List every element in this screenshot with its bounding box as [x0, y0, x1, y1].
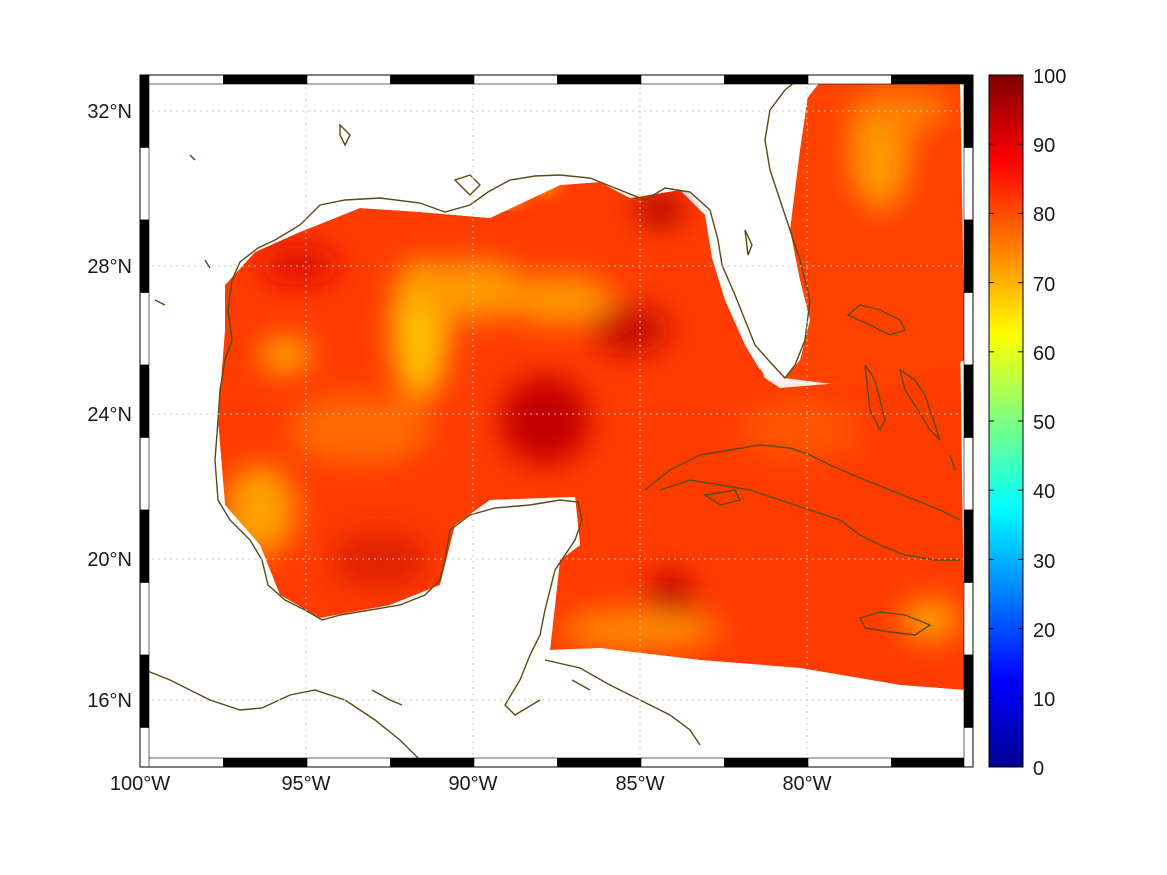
colorbar-label: 50 — [1033, 412, 1055, 434]
frame-segment — [963, 727, 974, 768]
lon-label: 80°W — [782, 773, 831, 795]
colorbar-label: 70 — [1033, 274, 1055, 296]
lon-label: 95°W — [281, 773, 330, 795]
lon-label: 85°W — [615, 773, 664, 795]
frame-segment — [139, 292, 150, 366]
colorbar-label: 0 — [1033, 758, 1044, 780]
frame-segment — [139, 147, 150, 221]
frame-segment — [807, 74, 892, 85]
frame-segment — [640, 74, 725, 85]
map-border — [139, 74, 974, 768]
coastlines — [140, 75, 961, 767]
frame-segment — [557, 757, 642, 768]
frame-segment — [139, 74, 150, 148]
lon-label: 100°W — [110, 773, 170, 795]
frame-segment — [963, 364, 974, 438]
colorbar-label: 30 — [1033, 551, 1055, 573]
colorbar: 100 90 80 70 60 50 40 30 20 10 0 — [988, 66, 1066, 780]
frame-segment — [963, 147, 974, 221]
frame-segment — [306, 74, 391, 85]
colorbar-label: 40 — [1033, 481, 1055, 503]
frame-segment — [139, 509, 150, 583]
frame-segment — [963, 437, 974, 511]
gulf-data-field — [218, 82, 965, 690]
frame-segment — [963, 74, 974, 148]
frame-segment — [390, 757, 475, 768]
frame-segment — [139, 74, 224, 85]
frame-segment — [223, 74, 308, 85]
colorbar-ticks — [989, 74, 1023, 768]
frame-segment — [891, 757, 974, 768]
graticule — [140, 75, 973, 767]
frame-segment — [963, 654, 974, 728]
colorbar-label: 80 — [1033, 204, 1055, 226]
lat-label: 20°N — [87, 549, 132, 571]
frame-segment — [139, 757, 224, 768]
lon-label: 90°W — [448, 773, 497, 795]
lat-label: 28°N — [87, 256, 132, 278]
frame-segment — [139, 364, 150, 438]
colorbar-label: 90 — [1033, 135, 1055, 157]
latitude-labels: 32°N 28°N 24°N 20°N 16°N — [87, 101, 132, 712]
colorbar-label: 10 — [1033, 689, 1055, 711]
frame-segment — [473, 757, 558, 768]
colorbar-label: 20 — [1033, 620, 1055, 642]
lat-label: 16°N — [87, 690, 132, 712]
colorbar-gradient — [988, 74, 1024, 768]
frame-segment — [963, 509, 974, 583]
lat-label: 24°N — [87, 404, 132, 426]
lat-label: 32°N — [87, 101, 132, 123]
frame-segment — [891, 74, 974, 85]
frame-segment — [473, 74, 558, 85]
map-content — [140, 75, 973, 767]
frame-segment — [139, 727, 150, 768]
frame-segment — [390, 74, 475, 85]
frame-segment — [139, 582, 150, 656]
frame-segment — [640, 757, 725, 768]
longitude-labels: 100°W 95°W 90°W 85°W 80°W — [110, 773, 832, 795]
frame-segment — [963, 292, 974, 366]
colorbar-labels: 100 90 80 70 60 50 40 30 20 10 0 — [1033, 66, 1066, 780]
frame-segment — [223, 757, 308, 768]
frame-segment — [724, 757, 809, 768]
frame-segment — [724, 74, 809, 85]
frame-segment — [139, 437, 150, 511]
frame-segment — [139, 219, 150, 293]
frame-segment — [963, 582, 974, 656]
frame-segment — [807, 757, 892, 768]
frame-segment — [139, 654, 150, 728]
land-mask — [140, 75, 973, 767]
colorbar-label: 100 — [1033, 66, 1066, 88]
frame-segment — [557, 74, 642, 85]
colorbar-label: 60 — [1033, 343, 1055, 365]
frame-segment — [306, 757, 391, 768]
frame-segment — [963, 219, 974, 293]
